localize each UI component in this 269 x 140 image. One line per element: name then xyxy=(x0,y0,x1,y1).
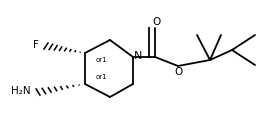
Text: H₂N: H₂N xyxy=(11,86,30,96)
Text: F: F xyxy=(33,40,38,50)
Text: or1: or1 xyxy=(96,74,107,80)
Text: O: O xyxy=(152,17,161,27)
Text: or1: or1 xyxy=(96,57,107,63)
Text: N: N xyxy=(134,51,142,61)
Text: O: O xyxy=(174,67,182,77)
